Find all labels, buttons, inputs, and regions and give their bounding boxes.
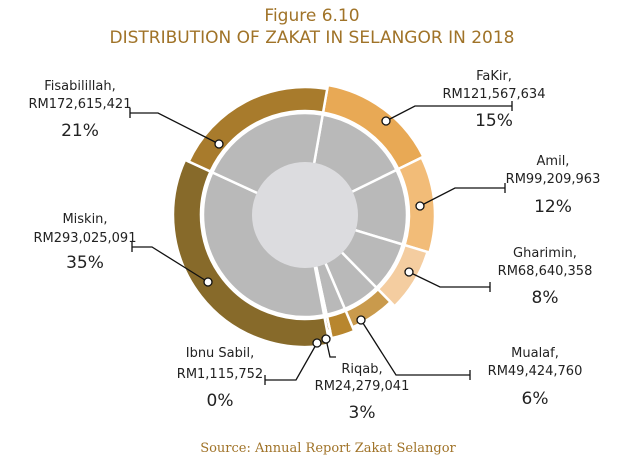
label-amount-ibnu-sabil: RM1,115,752 — [177, 367, 263, 382]
donut-center — [252, 162, 358, 268]
label-name-fakir: FaKir, — [476, 69, 512, 84]
leader-line-fakir — [385, 105, 512, 122]
marker-fakir — [381, 116, 391, 126]
leader-line-fisabilillah — [130, 112, 220, 145]
label-name-miskin: Miskin, — [62, 212, 107, 227]
marker-gharimin — [404, 267, 414, 277]
label-amount-amil: RM99,209,963 — [506, 172, 601, 187]
label-percent-fisabilillah: 21% — [61, 121, 99, 141]
label-percent-gharimin: 8% — [532, 288, 559, 308]
label-amount-riqab: RM24,279,041 — [315, 379, 410, 394]
leader-line-amil — [419, 187, 505, 207]
marker-ibnu-sabil — [312, 338, 322, 348]
marker-mualaf — [356, 315, 366, 325]
leader-line-riqab — [325, 338, 336, 358]
label-name-mualaf: Mualaf, — [511, 346, 559, 361]
label-percent-riqab: 3% — [349, 403, 376, 423]
marker-riqab — [321, 334, 331, 344]
chart-title-figure: Figure 6.10 — [264, 6, 359, 26]
leader-line-mualaf — [360, 319, 470, 376]
chart-source: Source: Annual Report Zakat Selangor — [200, 441, 456, 456]
outer-segment-miskin — [171, 158, 332, 349]
label-percent-amil: 12% — [534, 197, 572, 217]
marker-amil — [415, 201, 425, 211]
outer-segment-fisabilillah — [187, 85, 329, 174]
label-percent-miskin: 35% — [66, 253, 104, 273]
label-amount-fakir: RM121,567,634 — [443, 87, 546, 102]
chart-title: DISTRIBUTION OF ZAKAT IN SELANGOR IN 201… — [110, 28, 515, 48]
leader-line-miskin — [132, 246, 209, 283]
label-amount-miskin: RM293,025,091 — [34, 231, 137, 246]
label-name-fisabilillah: Fisabilillah, — [44, 79, 116, 94]
label-name-ibnu-sabil: Ibnu Sabil, — [186, 346, 255, 361]
leader-line-ibnu-sabil — [265, 342, 318, 381]
label-amount-mualaf: RM49,424,760 — [488, 364, 583, 379]
marker-miskin — [203, 277, 213, 287]
label-percent-mualaf: 6% — [522, 389, 549, 409]
label-name-riqab: Riqab, — [341, 362, 382, 377]
label-amount-fisabilillah: RM172,615,421 — [29, 97, 132, 112]
marker-fisabilillah — [214, 139, 224, 149]
leader-line-gharimin — [408, 271, 490, 288]
label-percent-fakir: 15% — [475, 111, 513, 131]
label-name-amil: Amil, — [537, 154, 570, 169]
label-name-gharimin: Gharimin, — [513, 246, 577, 261]
label-amount-gharimin: RM68,640,358 — [498, 264, 593, 279]
label-percent-ibnu-sabil: 0% — [207, 391, 234, 411]
